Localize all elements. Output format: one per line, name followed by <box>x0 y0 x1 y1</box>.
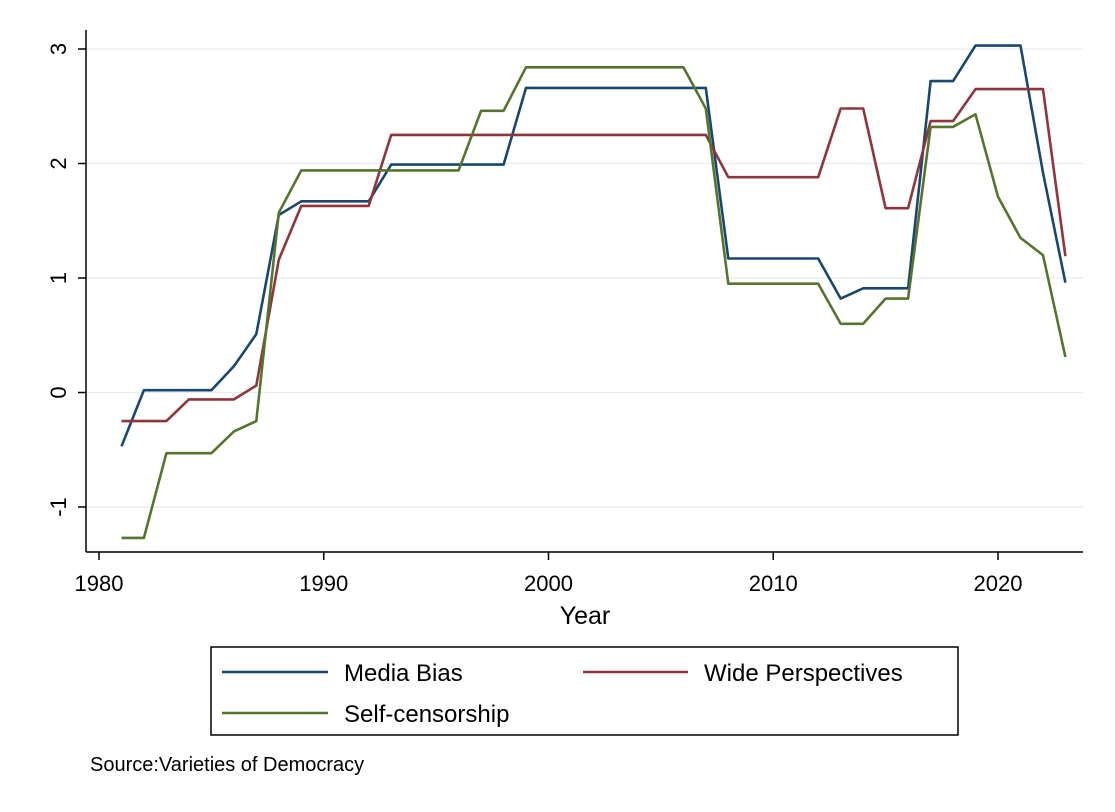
legend: Media Bias Wide Perspectives Self-censorsh… <box>210 646 959 736</box>
x-axis-title: Year <box>560 602 611 630</box>
legend-label-media-bias: Media Bias <box>344 660 463 687</box>
x-tick-label: 1990 <box>299 571 348 596</box>
series-lines <box>120 44 1067 540</box>
y-tick-label: -1 <box>46 497 71 517</box>
series-line-wide-perspectives <box>121 87 1067 423</box>
legend-label-wide-perspectives: Wide Perspectives <box>704 660 903 687</box>
axes <box>85 30 1083 553</box>
x-tick-label: 2010 <box>749 571 798 596</box>
x-tick-label: 1980 <box>75 571 124 596</box>
tick-marks-and-labels: 3 2 1 0 -1 1980 1990 2000 2010 2020 <box>46 43 1022 596</box>
y-tick-label: 2 <box>46 157 71 169</box>
x-tick-label: 2020 <box>974 571 1023 596</box>
legend-label-self-censorship: Self-censorship <box>344 701 509 728</box>
y-tick-label: 3 <box>46 43 71 55</box>
gridlines <box>86 48 1083 508</box>
y-tick-label: 1 <box>46 272 71 284</box>
legend-box <box>210 646 959 736</box>
x-tick-label: 2000 <box>524 571 573 596</box>
series-line-self-censorship <box>121 66 1067 540</box>
source-note: Source:Varieties of Democracy <box>90 754 364 776</box>
y-tick-label: 0 <box>46 386 71 398</box>
series-line-media-bias <box>120 44 1067 447</box>
